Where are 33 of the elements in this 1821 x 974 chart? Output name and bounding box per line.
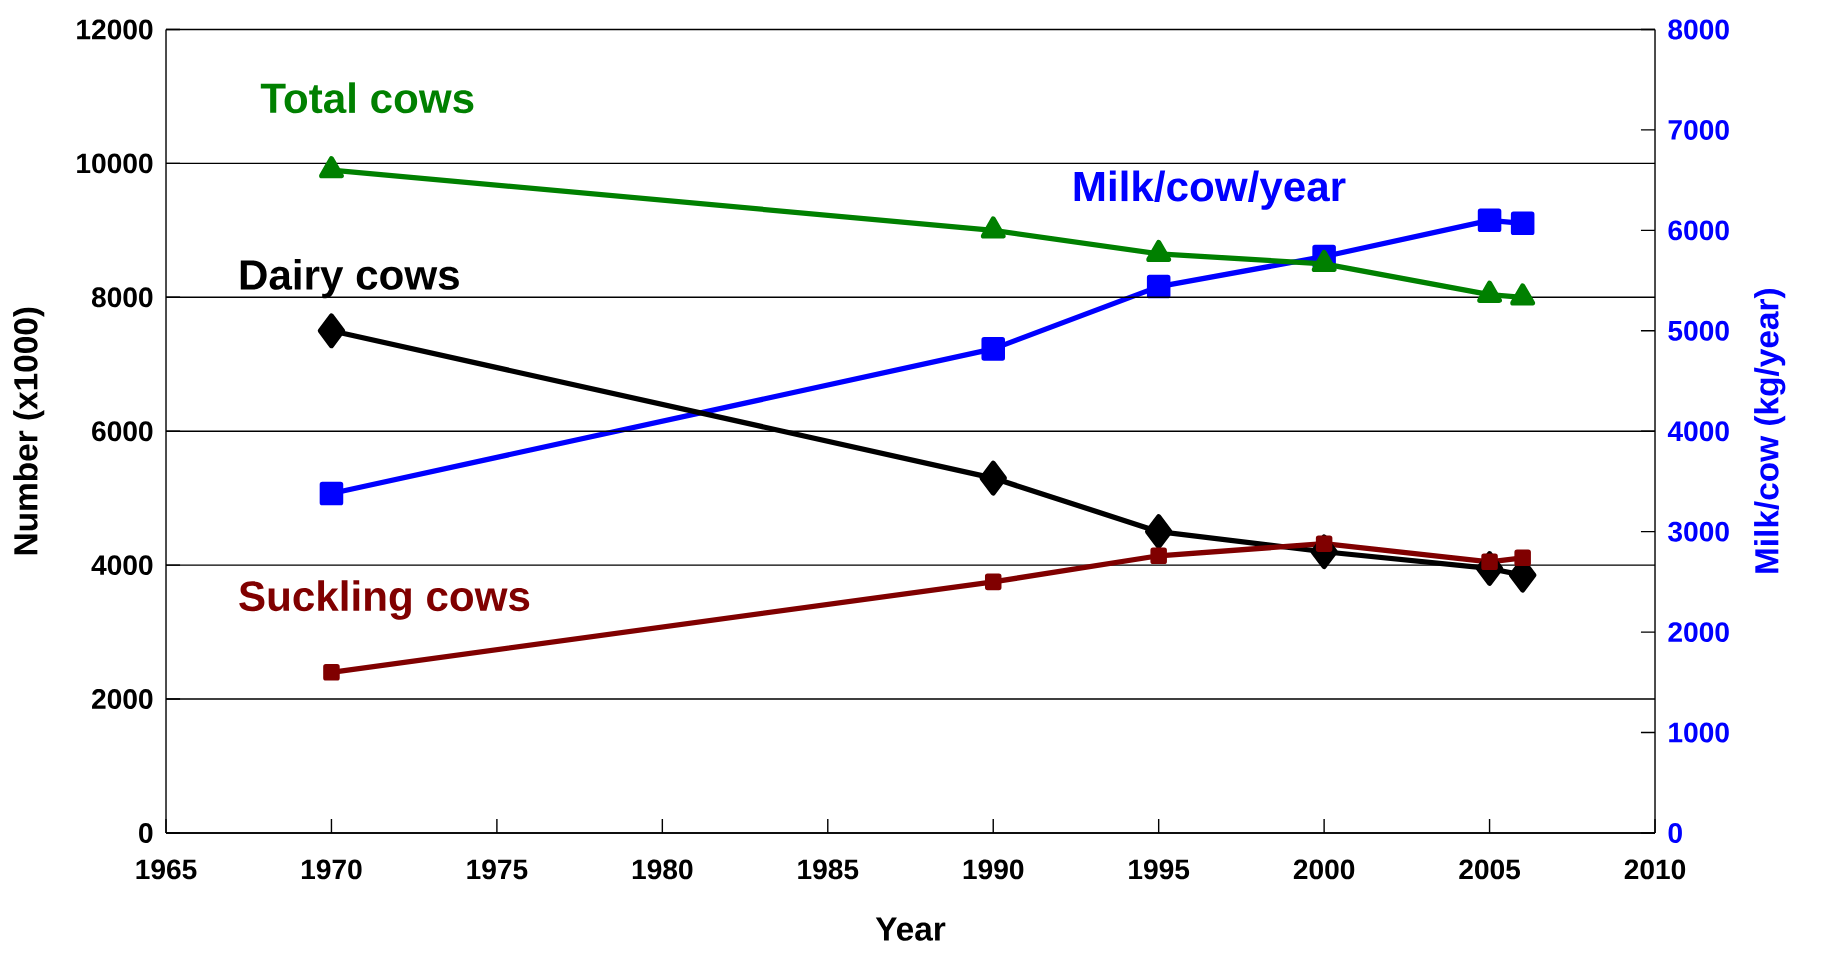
y2-axis-title: Milk/cow (kg/year) — [1754, 289, 1786, 573]
x-tick-label: 1965 — [136, 859, 197, 880]
y-tick-label: 10000 — [77, 153, 153, 174]
y2-tick-label: 6000 — [1668, 220, 1729, 241]
legend-label: Dairy cows — [240, 258, 459, 299]
y2-tick-label: 7000 — [1668, 120, 1729, 140]
y2-tick-label: 1000 — [1669, 722, 1729, 743]
y-tick-label: 0 — [139, 823, 153, 843]
y2-tick-label: 3000 — [1668, 521, 1729, 542]
x-tick-label: 1985 — [798, 859, 859, 880]
x-tick-label: 1980 — [632, 859, 693, 880]
y-tick-label: 4000 — [91, 555, 153, 576]
series-label: Suckling cows — [239, 580, 530, 620]
y2-tick-label: 4000 — [1667, 421, 1729, 442]
x-tick-label: 1990 — [963, 859, 1024, 880]
y2-tick-label: 0 — [1668, 823, 1682, 843]
x-tick-label: 2010 — [1624, 859, 1686, 880]
y2-tick-label: 2000 — [1668, 622, 1729, 643]
x-tick-label: 2005 — [1459, 859, 1521, 880]
y2-tick-label: 8000 — [1668, 19, 1729, 40]
x-tick-label: 1995 — [1129, 859, 1190, 880]
x-tick-label: 1975 — [467, 859, 528, 880]
x-tick-label: 2000 — [1293, 859, 1355, 880]
y-tick-label: 8000 — [91, 287, 153, 308]
series-label: Total cows — [260, 82, 474, 114]
series-label: Milk/cow/year — [1074, 170, 1346, 210]
y-tick-label: 12000 — [77, 19, 153, 40]
y-axis-title: Number (x1000) — [13, 307, 45, 555]
x-axis-title: Year — [875, 917, 946, 941]
x-tick-label: 1970 — [301, 859, 362, 880]
y-tick-label: 6000 — [92, 421, 153, 442]
y-tick-label: 2000 — [92, 689, 153, 710]
y2-tick-label: 5000 — [1668, 320, 1729, 341]
